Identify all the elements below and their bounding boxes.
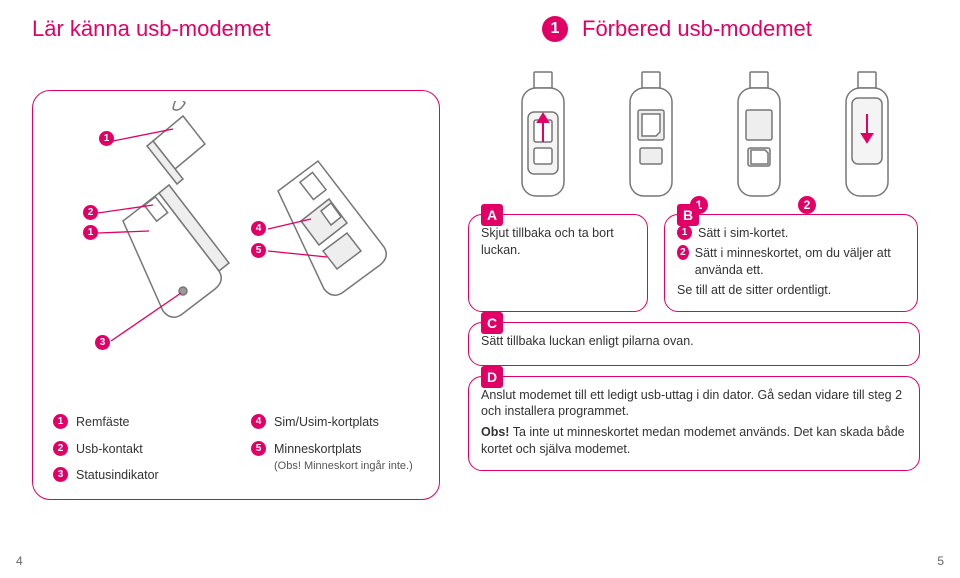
box-b-n1: 1	[677, 225, 692, 240]
box-b-t3: Se till att de sitter ordentligt.	[677, 282, 905, 299]
box-c-label: C	[481, 312, 503, 334]
legend-badge-5: 5	[251, 441, 266, 456]
page-number-right: 5	[937, 554, 944, 568]
box-d: D Anslut modemet till ett ledigt usb-utt…	[468, 376, 920, 472]
legend-text-1: Remfäste	[76, 414, 130, 430]
box-b-t2: Sätt i minneskortet, om du väljer att an…	[695, 245, 905, 279]
step-badge-1: 1	[542, 16, 568, 42]
callout-1b: 1	[83, 225, 98, 240]
legend-badge-4: 4	[251, 414, 266, 429]
modem-badge-2: 2	[798, 196, 816, 214]
box-d-label: D	[481, 366, 503, 388]
box-a-text: Skjut tillbaka och ta bort luckan.	[481, 225, 635, 259]
callout-4: 4	[251, 221, 266, 236]
modem-2	[606, 68, 696, 208]
page-number-left: 4	[16, 554, 23, 568]
legend-text-5: Minneskortplats (Obs! Minneskort ingår i…	[274, 441, 413, 474]
box-a-label: A	[481, 204, 503, 226]
modem-3	[714, 68, 804, 208]
box-d-p1: Anslut modemet till ett ledigt usb-uttag…	[481, 387, 907, 421]
box-d-p2: Obs! Ta inte ut minneskortet medan modem…	[481, 424, 907, 458]
box-c-text: Sätt tillbaka luckan enligt pilarna ovan…	[481, 333, 907, 350]
legend-text-4: Sim/Usim-kortplats	[274, 414, 379, 430]
callout-1: 1	[99, 131, 114, 146]
box-b-n2: 2	[677, 245, 689, 260]
legend-text-2: Usb-kontakt	[76, 441, 143, 457]
callout-3: 3	[95, 335, 110, 350]
legend-badge-2: 2	[53, 441, 68, 456]
box-b-label: B	[677, 204, 699, 226]
callout-5: 5	[251, 243, 266, 258]
box-a: A Skjut tillbaka och ta bort luckan.	[468, 214, 648, 312]
modem-1	[498, 68, 588, 208]
legend-badge-1: 1	[53, 414, 68, 429]
page-title-left: Lär känna usb-modemet	[32, 16, 270, 42]
right-area: 1 2 A Skjut tillbaka och ta bort luckan.…	[468, 68, 928, 471]
page-title-right-text: Förbered usb-modemet	[582, 16, 812, 42]
modem-illustrations	[498, 68, 928, 208]
left-panel: 1 2 1 4 5 3 1 Remfäste 2 Usb-kontakt 3 Stat…	[32, 90, 440, 500]
box-b: B 1Sätt i sim-kortet. 2Sätt i minneskort…	[664, 214, 918, 312]
left-legend: 1Remfäste 2Usb-kontakt 3Statusindikator …	[53, 414, 419, 483]
callout-2: 2	[83, 205, 98, 220]
legend-text-3: Statusindikator	[76, 467, 159, 483]
legend-badge-3: 3	[53, 467, 68, 482]
box-b-t1: Sätt i sim-kortet.	[698, 225, 788, 242]
page-title-right: 1 Förbered usb-modemet	[542, 16, 812, 42]
box-c: C Sätt tillbaka luckan enligt pilarna ov…	[468, 322, 920, 366]
modem-4	[822, 68, 912, 208]
